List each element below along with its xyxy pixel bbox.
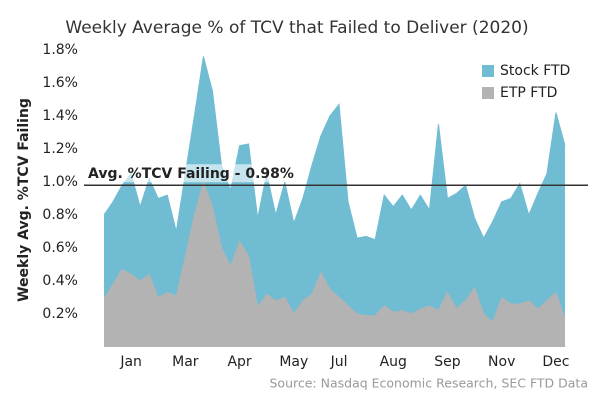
chart-title: Weekly Average % of TCV that Failed to D…: [65, 18, 528, 38]
x-tick-label: Aug: [380, 354, 407, 370]
x-tick-label: Jul: [330, 354, 348, 370]
x-tick-label: Dec: [542, 354, 569, 370]
x-tick-label: Jan: [119, 354, 142, 370]
y-axis-label: Weekly Avg. %TCV Failing: [16, 98, 32, 302]
x-tick-label: Nov: [488, 354, 515, 370]
area-edge: [103, 180, 566, 324]
area-fill: [104, 181, 565, 347]
source-note: Source: Nasdaq Economic Research, SEC FT…: [270, 376, 589, 391]
y-tick-label: 0.4%: [42, 273, 78, 289]
reference-label: Avg. %TCV Failing - 0.98%: [88, 166, 294, 182]
legend-label: Stock FTD: [500, 63, 570, 79]
legend-swatch: [482, 65, 494, 77]
y-tick-label: 1.0%: [42, 174, 78, 190]
x-tick-label: Sep: [434, 354, 461, 370]
legend-label: ETP FTD: [500, 85, 557, 101]
x-tick-label: Mar: [172, 354, 199, 370]
legend-swatch: [482, 87, 494, 99]
x-tick-label: May: [279, 354, 308, 370]
y-tick-label: 1.4%: [42, 108, 78, 124]
y-tick-label: 0.2%: [42, 306, 78, 322]
y-tick-label: 1.6%: [42, 75, 78, 91]
area-edge: [103, 56, 566, 241]
x-tick-label: Apr: [227, 354, 251, 370]
y-tick-label: 1.8%: [42, 42, 78, 58]
y-tick-label: 1.2%: [42, 141, 78, 157]
y-tick-label: 0.6%: [42, 240, 78, 256]
reference-label-bg: [86, 164, 278, 183]
y-tick-label: 0.8%: [42, 207, 78, 223]
